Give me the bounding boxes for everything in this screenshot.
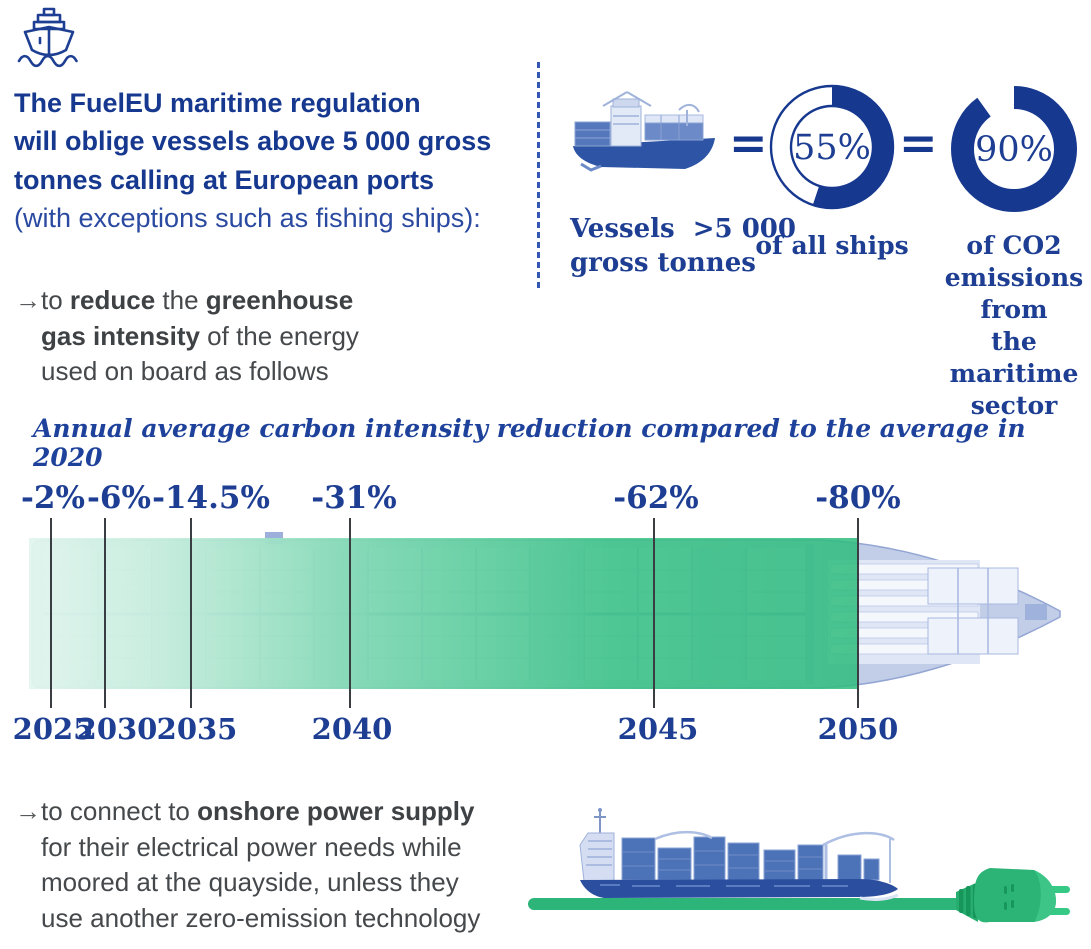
obligation-text: to connect to onshore power supply for t… bbox=[41, 796, 481, 933]
section-divider bbox=[537, 62, 540, 290]
co2-share-donut: 90% bbox=[951, 86, 1077, 212]
arrow-icon: → bbox=[15, 796, 41, 826]
year-label: 2035 bbox=[156, 712, 238, 746]
year-label: 2025 bbox=[12, 712, 94, 746]
reduction-label: -62% bbox=[613, 480, 699, 516]
reduction-label: -31% bbox=[311, 480, 397, 516]
reduction-label: -14.5% bbox=[152, 480, 270, 516]
headline-emphasis: The FuelEU maritime regulation will obli… bbox=[14, 88, 492, 195]
reduction-label: -2% bbox=[21, 480, 85, 516]
chart-title: Annual average carbon intensity reductio… bbox=[33, 414, 1026, 472]
equals-sign: = bbox=[899, 116, 938, 170]
power-cable bbox=[528, 898, 972, 910]
ships-share-caption: of all ships bbox=[755, 231, 909, 260]
co2-share-value: 90% bbox=[975, 130, 1053, 170]
arrow-icon: → bbox=[15, 285, 41, 315]
ships-share-value: 55% bbox=[793, 128, 871, 168]
co2-share-caption: of CO2 emissions from the maritime secto… bbox=[944, 231, 1084, 420]
reduction-label: -80% bbox=[815, 480, 901, 516]
year-label: 2050 bbox=[817, 712, 899, 746]
container-ship-photo bbox=[573, 91, 715, 172]
obligation-text: to reduce the greenhouse gas intensity o… bbox=[41, 285, 359, 387]
vessels-label: Vessels >5 000 gross tonnes bbox=[570, 214, 796, 278]
headline-note: (with exceptions such as fishing ships): bbox=[14, 202, 481, 233]
reduction-label: -6% bbox=[87, 480, 151, 516]
power-plug-icon bbox=[956, 868, 1070, 923]
year-label: 2045 bbox=[617, 712, 699, 746]
obligation-onshore: → to connect to onshore power supply for… bbox=[15, 794, 501, 936]
obligation-reduce: → to reduce the greenhouse gas intensity… bbox=[15, 283, 387, 390]
ship-outline-icon bbox=[17, 7, 78, 68]
year-label: 2030 bbox=[76, 712, 158, 746]
green-gradient-overlay bbox=[29, 538, 858, 689]
headline: The FuelEU maritime regulation will obli… bbox=[14, 84, 544, 237]
year-label: 2040 bbox=[311, 712, 393, 746]
moored-ship-illustration bbox=[579, 808, 899, 901]
equals-sign: = bbox=[729, 116, 768, 170]
ships-share-donut: 55% bbox=[769, 84, 895, 210]
